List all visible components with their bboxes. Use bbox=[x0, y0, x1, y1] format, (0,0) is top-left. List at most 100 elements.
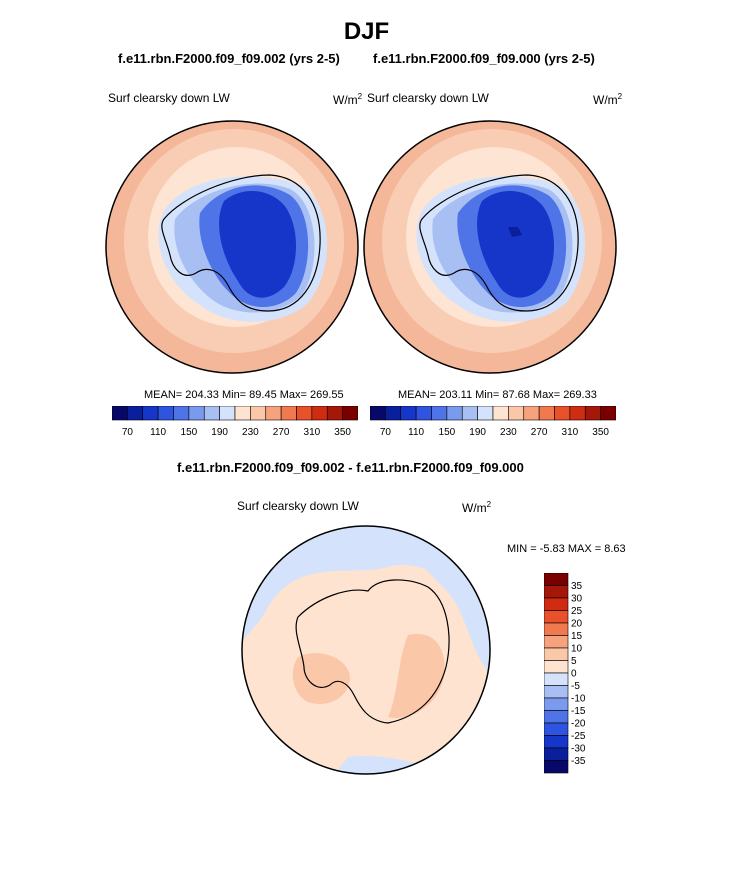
left-colorbar-tick-label: 270 bbox=[273, 427, 290, 438]
diff-colorbar-box bbox=[544, 622, 569, 636]
right-colorbar-box bbox=[492, 406, 509, 421]
diff-stats: MIN = -5.83 MAX = 8.63 bbox=[507, 543, 626, 555]
right-colorbar-box bbox=[446, 406, 463, 421]
diff-title: f.e11.rbn.F2000.f09_f09.002 - f.e11.rbn.… bbox=[177, 460, 524, 475]
diff-colorbar-box bbox=[544, 747, 569, 761]
diff-warm-patch-east bbox=[388, 633, 445, 718]
right-colorbar-box bbox=[523, 406, 540, 421]
diff-colorbar-tick-label: 35 bbox=[571, 581, 583, 592]
diff-map-border bbox=[241, 525, 491, 775]
right-colorbar-tick-label: 150 bbox=[439, 427, 456, 438]
right-min-spot bbox=[508, 227, 522, 237]
left-polar-map bbox=[105, 120, 359, 374]
diff-variable-label: Surf clearsky down LW bbox=[237, 499, 359, 513]
left-colorbar-box bbox=[296, 406, 313, 421]
left-colorbar-tick-label: 70 bbox=[122, 427, 134, 438]
right-colorbar-tick-label: 70 bbox=[380, 427, 392, 438]
diff-colorbar-box bbox=[544, 760, 569, 774]
right-polar-map bbox=[363, 120, 617, 374]
right-colorbar-box bbox=[415, 406, 432, 421]
diff-colorbar-tick-label: 20 bbox=[571, 619, 583, 630]
left-colorbar-tick-label: 350 bbox=[334, 427, 351, 438]
left-colorbar-box bbox=[342, 406, 358, 421]
diff-colorbar-box bbox=[544, 735, 569, 749]
diff-colorbar-tick-label: 15 bbox=[571, 631, 583, 642]
right-colorbar-box bbox=[370, 406, 386, 421]
left-colorbar-box bbox=[234, 406, 251, 421]
left-stats: MEAN= 204.33 Min= 89.45 Max= 269.55 bbox=[144, 389, 344, 401]
right-colorbar-box bbox=[584, 406, 601, 421]
diff-colorbar-tick-label: -15 bbox=[571, 706, 586, 717]
right-colorbar-box bbox=[477, 406, 494, 421]
left-contour-3 bbox=[219, 190, 296, 298]
left-colorbar: 70 110 150 190 230 270 310 350 bbox=[112, 406, 358, 438]
left-colorbar-box bbox=[112, 406, 128, 421]
left-colorbar-box bbox=[311, 406, 328, 421]
diff-colorbar-box bbox=[544, 710, 569, 724]
left-colorbar-box bbox=[142, 406, 159, 421]
left-units-label: W/m2 bbox=[333, 92, 363, 107]
left-colorbar-box bbox=[219, 406, 236, 421]
diff-colorbar-tick-label: -20 bbox=[571, 719, 586, 730]
right-stats: MEAN= 203.11 Min= 87.68 Max= 269.33 bbox=[398, 389, 597, 401]
right-colorbar-box bbox=[508, 406, 525, 421]
diff-colorbar-tick-label: -10 bbox=[571, 694, 586, 705]
left-colorbar-box bbox=[280, 406, 297, 421]
diff-colorbar-box bbox=[544, 722, 569, 736]
diff-colorbar-box bbox=[544, 685, 569, 699]
left-colorbar-tick-label: 110 bbox=[150, 427, 166, 438]
diff-colorbar-tick-label: 10 bbox=[571, 644, 583, 655]
diff-colorbar-box bbox=[544, 697, 569, 711]
right-colorbar-tick-label: 230 bbox=[500, 427, 517, 438]
left-colorbar-box bbox=[188, 406, 205, 421]
right-colorbar-box bbox=[600, 406, 616, 421]
right-contour-3 bbox=[477, 190, 554, 298]
left-variable-label: Surf clearsky down LW bbox=[108, 91, 230, 105]
diff-negative-north bbox=[242, 526, 490, 647]
right-units-label: W/m2 bbox=[593, 92, 623, 107]
diff-warm-patch-west bbox=[292, 653, 350, 705]
left-colorbar-tick-label: 190 bbox=[211, 427, 228, 438]
right-colorbar-box bbox=[569, 406, 586, 421]
left-colorbar-tick-label: 230 bbox=[242, 427, 259, 438]
diff-colorbar-tick-label: 25 bbox=[571, 606, 583, 617]
right-colorbar-box bbox=[554, 406, 571, 421]
diff-colorbar-box bbox=[544, 635, 569, 649]
diff-polar-map bbox=[241, 525, 491, 775]
left-colorbar-tick-label: 150 bbox=[181, 427, 198, 438]
left-colorbar-box bbox=[173, 406, 190, 421]
right-antarctica-outline bbox=[419, 174, 579, 312]
diff-units-label: W/m2 bbox=[462, 500, 492, 515]
left-map-border bbox=[105, 120, 359, 374]
left-colorbar-tick-label: 310 bbox=[304, 427, 321, 438]
left-case-title: f.e11.rbn.F2000.f09_f09.002 (yrs 2-5) bbox=[118, 51, 340, 66]
diff-colorbar-tick-label: 5 bbox=[571, 656, 577, 667]
diff-colorbar-box bbox=[544, 597, 569, 611]
right-colorbar-tick-label: 310 bbox=[562, 427, 579, 438]
diff-colorbar-tick-label: -5 bbox=[571, 681, 580, 692]
diff-colorbar-box bbox=[544, 610, 569, 624]
diff-colorbar-tick-label: -25 bbox=[571, 731, 586, 742]
left-colorbar-box bbox=[157, 406, 174, 421]
left-colorbar-box bbox=[326, 406, 343, 421]
left-antarctica-outline bbox=[161, 174, 321, 312]
right-case-title: f.e11.rbn.F2000.f09_f09.000 (yrs 2-5) bbox=[373, 51, 595, 66]
diff-colorbar-box bbox=[544, 672, 569, 686]
right-colorbar-tick-label: 350 bbox=[592, 427, 609, 438]
diff-colorbar-tick-label: 30 bbox=[571, 594, 583, 605]
left-colorbar-box bbox=[250, 406, 267, 421]
right-map-border bbox=[363, 120, 617, 374]
right-colorbar-tick-label: 110 bbox=[408, 427, 424, 438]
right-variable-label: Surf clearsky down LW bbox=[367, 91, 489, 105]
diff-colorbar-tick-label: 0 bbox=[571, 669, 577, 680]
right-colorbar-box bbox=[400, 406, 417, 421]
right-colorbar-box bbox=[431, 406, 448, 421]
right-colorbar-box bbox=[461, 406, 478, 421]
diff-colorbar-box bbox=[544, 660, 569, 674]
diff-colorbar-tick-label: -35 bbox=[571, 756, 586, 767]
right-colorbar: 70 110 150 190 230 270 310 350 bbox=[370, 406, 616, 438]
right-colorbar-box bbox=[538, 406, 555, 421]
left-colorbar-box bbox=[127, 406, 144, 421]
right-colorbar-box bbox=[385, 406, 402, 421]
